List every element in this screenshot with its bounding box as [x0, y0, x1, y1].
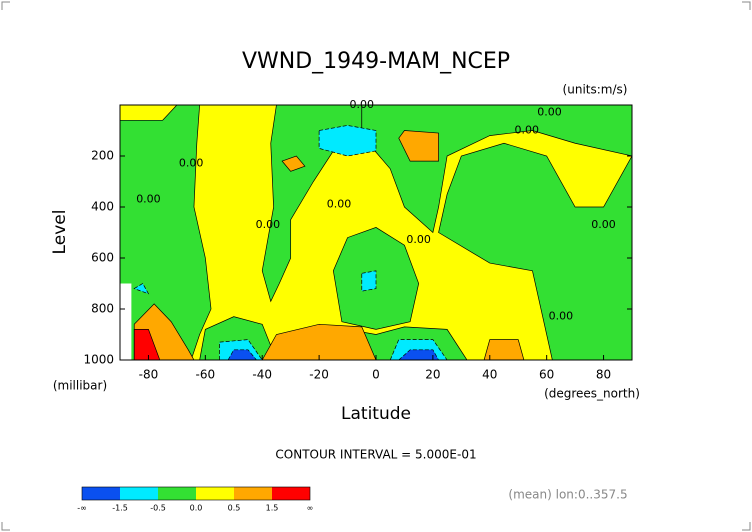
y-tick-label: 1000	[83, 353, 114, 367]
contour-label: 0.00	[136, 192, 161, 205]
y-units: (millibar)	[53, 379, 107, 393]
colorbar-label: 0.5	[228, 504, 241, 513]
colorbar-label: 0.0	[190, 504, 203, 513]
note: (mean) lon:0..357.5	[508, 488, 627, 502]
contour-label: 0.00	[327, 197, 352, 210]
x-tick-label: 0	[372, 368, 380, 382]
contour-label: 0.00	[591, 218, 616, 231]
plot-area: 0.000.000.000.000.000.000.000.000.000.00	[119, 98, 633, 361]
colorbar: -∞ -1.5 -0.5 0.0 0.5 1.5 ∞	[77, 486, 314, 513]
y-tick-label: 200	[91, 149, 114, 163]
y-axis-title: Level	[50, 210, 70, 255]
units-label: (units:m/s)	[563, 83, 628, 97]
x-tick-label: -60	[196, 368, 216, 382]
contour-label: 0.00	[537, 106, 562, 119]
colorbar-frame	[81, 486, 311, 501]
corner-mark	[742, 1, 751, 10]
y-tick-label: 400	[91, 200, 114, 214]
colorbar-swatch	[82, 487, 120, 500]
missing-region	[120, 283, 132, 360]
y-tick-label: 600	[91, 251, 114, 265]
contour-region	[398, 130, 439, 162]
colorbar-swatch	[120, 487, 158, 500]
x-tick-label: 40	[482, 368, 497, 382]
x-tick-label: 60	[539, 368, 554, 382]
x-axis-title: Latitude	[341, 404, 411, 424]
colorbar-swatch	[158, 487, 196, 500]
x-tick-label: 80	[596, 368, 611, 382]
x-tick-label: -40	[252, 368, 272, 382]
colorbar-swatch	[272, 487, 310, 500]
colorbar-label: -∞	[77, 504, 87, 513]
colorbar-swatch	[234, 487, 272, 500]
x-tick-label: 20	[425, 368, 440, 382]
x-tick-label: -80	[139, 368, 159, 382]
x-tick-label: -20	[309, 368, 329, 382]
contour-label: 0.00	[406, 233, 431, 246]
colorbar-label: ∞	[307, 504, 314, 513]
contour-region	[318, 125, 377, 157]
contour-label: 0.00	[549, 310, 574, 323]
corner-mark	[742, 522, 751, 531]
colorbar-label: -1.5	[112, 504, 128, 513]
contour-region	[438, 142, 633, 361]
contour-label: 0.00	[515, 124, 540, 137]
corner-mark	[1, 522, 10, 531]
contour-label: 0.00	[256, 218, 281, 231]
corner-mark	[1, 1, 10, 10]
y-tick-label: 800	[91, 302, 114, 316]
colorbar-swatch	[196, 487, 234, 500]
contour-region	[281, 155, 306, 172]
contour-label: 0.00	[179, 157, 204, 170]
contour-interval: CONTOUR INTERVAL = 5.000E-01	[275, 448, 476, 462]
colorbar-label: -0.5	[150, 504, 166, 513]
chart-title: VWND_1949-MAM_NCEP	[242, 49, 510, 74]
contour-region	[133, 283, 150, 295]
contour-region	[361, 270, 377, 292]
x-units: (degrees_north)	[544, 387, 640, 401]
colorbar-label: 1.5	[266, 504, 279, 513]
